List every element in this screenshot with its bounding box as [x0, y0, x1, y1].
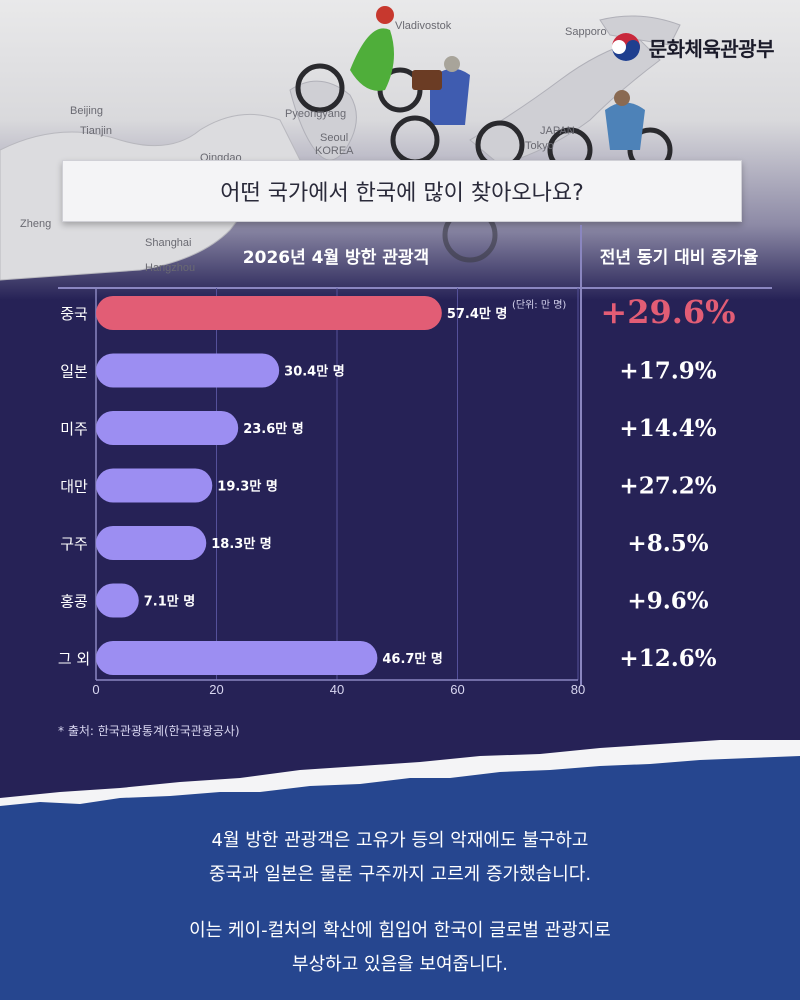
page-title: 어떤 국가에서 한국에 많이 찾아오나요? [220, 181, 584, 206]
value-label: 30.4만 명 [284, 364, 345, 380]
map-label: Tianjin [80, 125, 112, 137]
growth-label: +29.6% [600, 293, 735, 331]
description-block-2: 이는 케이-컬처의 확산에 힘입어 한국이 글로벌 관광지로 부상하고 있음을 … [0, 914, 800, 982]
category-label: 구주 [60, 535, 88, 553]
map-label: Tokyo [525, 140, 554, 152]
map-label: KOREA [315, 145, 354, 157]
header-divider [58, 287, 772, 289]
ministry-logo: 문화체육관광부 [611, 32, 775, 62]
value-label: 46.7만 명 [382, 651, 443, 667]
bar-4 [96, 526, 207, 560]
x-tick-label: 80 [571, 682, 585, 697]
description-line: 중국과 일본은 물론 구주까지 고르게 증가했습니다. [208, 864, 592, 885]
bar-5 [96, 583, 139, 618]
map-label: JAPAN [540, 125, 575, 137]
category-label: 홍콩 [60, 593, 88, 611]
map-label: Seoul [320, 132, 349, 144]
description-line: 이는 케이-컬처의 확산에 힘입어 한국이 글로벌 관광지로 [189, 920, 611, 941]
category-label: 그 외 [58, 650, 90, 668]
growth-label: +9.6% [627, 588, 708, 615]
bottom-torn-paper [0, 740, 800, 1000]
value-label: 23.6만 명 [243, 421, 304, 437]
unit-note: (단위: 만 명) [512, 300, 567, 311]
growth-label: +17.9% [619, 358, 716, 385]
column-divider [580, 225, 582, 685]
x-tick-label: 60 [450, 682, 464, 697]
map-label: Zheng [20, 218, 52, 230]
category-label: 미주 [60, 420, 88, 438]
map-label: Beijing [70, 105, 104, 117]
map-label: Hangzhou [145, 262, 196, 274]
map-label: Pyeongyang [285, 108, 347, 120]
chart-heading: 2026년 4월 방한 관광객 [242, 248, 430, 268]
bar-6 [96, 641, 378, 675]
bar-2 [96, 411, 239, 445]
bar-1 [96, 353, 280, 388]
category-label: 중국 [60, 305, 88, 323]
category-label: 대만 [60, 478, 88, 496]
description-line: 부상하고 있음을 보여줍니다. [292, 954, 508, 975]
map-label: Sapporo [565, 26, 607, 38]
growth-heading: 전년 동기 대비 증가율 [599, 248, 759, 268]
growth-label: +14.4% [619, 415, 716, 442]
taegeuk-emblem-icon [611, 33, 640, 61]
category-label: 일본 [60, 363, 88, 381]
description-block-1: 4월 방한 관광객은 고유가 등의 악재에도 불구하고 중국과 일본은 물론 구… [0, 824, 800, 892]
x-tick-label: 0 [92, 682, 99, 697]
x-tick-label: 40 [330, 682, 344, 697]
value-label: 7.1만 명 [144, 594, 195, 610]
growth-label: +27.2% [619, 473, 716, 500]
growth-label: +8.5% [627, 530, 708, 557]
bar-0 [96, 296, 442, 330]
source-note: * 출처: 한국관광통계(한국관광공사) [58, 724, 240, 738]
value-label: 19.3만 명 [217, 479, 278, 495]
description-line: 4월 방한 관광객은 고유가 등의 악재에도 불구하고 [211, 830, 589, 851]
map-label: Shanghai [145, 237, 192, 249]
visitor-bar-chart: 0 20 40 60 80 중국 57.4만 명 +29.6% 일본 30.4만 명 +17.9% 미… [58, 288, 736, 697]
growth-label: +12.6% [619, 645, 716, 672]
title-card: 어떤 국가에서 한국에 많이 찾아오나요? [62, 160, 742, 222]
x-tick-label: 20 [209, 682, 223, 697]
value-label: 57.4만 명 [447, 306, 508, 322]
value-label: 18.3만 명 [211, 536, 272, 552]
bar-3 [96, 468, 213, 503]
org-name: 문화체육관광부 [648, 36, 775, 61]
map-label: Vladivostok [395, 20, 452, 32]
